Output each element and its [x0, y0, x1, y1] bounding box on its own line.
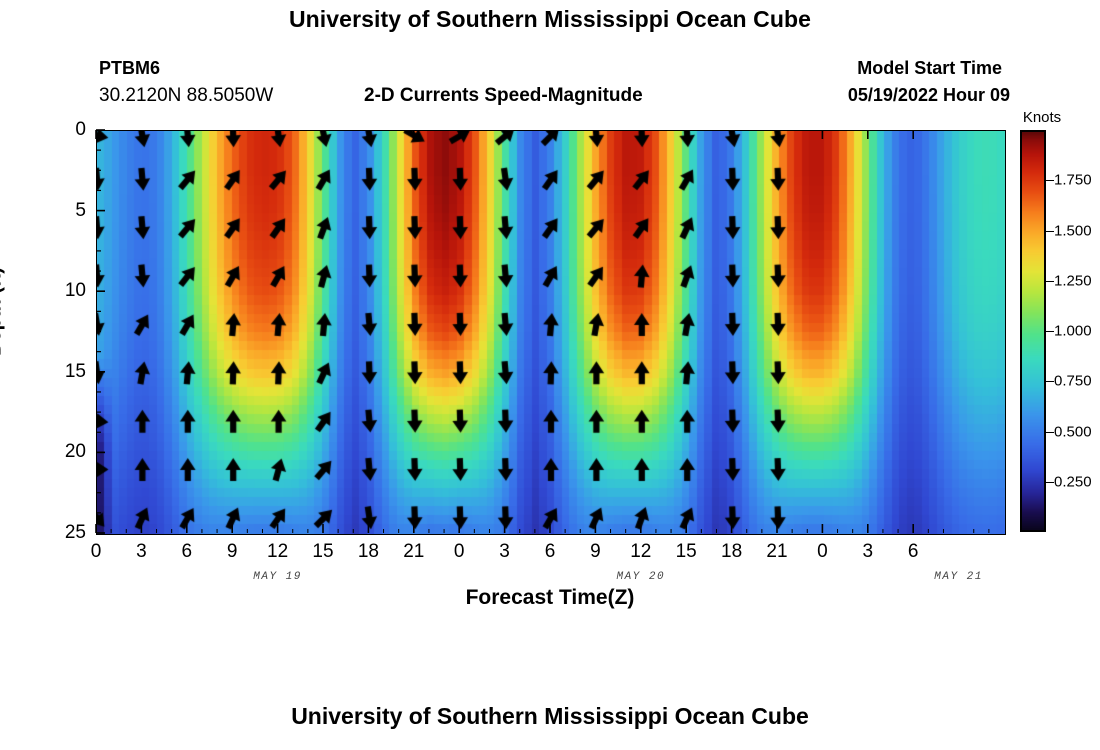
colorbar-tick-mark: [1046, 431, 1054, 433]
station-coordinates: 30.2120N 88.5050W: [99, 85, 274, 106]
x-axis-tick-label: 6: [544, 541, 556, 562]
date-label: MAY 20: [616, 571, 666, 583]
y-axis-tick-label: 25: [64, 522, 86, 543]
colorbar: [1020, 130, 1046, 532]
x-axis-tick-label: 18: [357, 541, 379, 562]
x-axis-tick-label: 15: [675, 541, 697, 562]
y-axis-tick-label: 0: [75, 119, 86, 140]
colorbar-tick-mark: [1046, 381, 1054, 383]
plot-subtitle: 2-D Currents Speed-Magnitude: [364, 85, 643, 106]
y-axis-tick-label: 5: [75, 199, 86, 221]
model-start-time-label: Model Start Time: [857, 58, 1002, 78]
x-axis-tick-label: 21: [766, 541, 788, 562]
date-label: MAY 19: [253, 571, 302, 583]
x-axis-tick-label: 0: [817, 541, 828, 562]
x-axis-tick-label: 9: [226, 541, 238, 562]
colorbar-tick-label: 1.250: [1054, 272, 1092, 290]
x-axis-label: Forecast Time(Z): [465, 586, 635, 609]
colorbar-tick-mark: [1046, 230, 1054, 232]
x-axis-tick-label: 9: [590, 541, 601, 562]
page-title: University of Southern Mississippi Ocean…: [288, 6, 812, 32]
colorbar-tick-label: 0.500: [1054, 423, 1092, 440]
x-axis-tick-label: 21: [403, 541, 425, 562]
footer-title: University of Southern Mississippi Ocean…: [291, 703, 809, 729]
colorbar-tick-label: 1.750: [1054, 171, 1092, 189]
x-axis-tick-label: 3: [499, 541, 510, 562]
x-axis-tick-label: 3: [136, 541, 147, 562]
current-direction-arrows: [97, 131, 1005, 534]
x-axis-tick-label: 12: [630, 541, 652, 562]
colorbar-tick-mark: [1046, 180, 1054, 182]
x-axis-tick-label: 3: [862, 541, 874, 562]
date-label: MAY 21: [934, 571, 983, 583]
model-start-time-value: 05/19/2022 Hour 09: [847, 85, 1010, 105]
colorbar-gradient: [1020, 130, 1046, 532]
x-axis-tick-label: 15: [312, 541, 334, 562]
y-axis-tick-label: 15: [64, 360, 86, 382]
colorbar-tick-label: 1.000: [1054, 322, 1092, 340]
colorbar-tick-mark: [1046, 280, 1054, 282]
heatmap-plot-area: [96, 130, 1006, 535]
colorbar-tick-label: 0.750: [1054, 372, 1092, 390]
x-axis-tick-label: 6: [907, 541, 919, 562]
y-axis-tick-label: 10: [64, 280, 86, 302]
colorbar-tick-label: 1.500: [1054, 222, 1092, 239]
y-axis-label: Depth (ft): [0, 267, 6, 356]
colorbar-tick-mark: [1046, 331, 1054, 332]
x-axis-tick-label: 6: [181, 541, 193, 562]
x-axis-tick-label: 0: [453, 541, 465, 562]
x-axis-tick-label: 12: [267, 541, 289, 562]
x-axis-tick-label: 0: [90, 541, 102, 562]
colorbar-title: Knots: [1022, 109, 1062, 126]
x-axis-tick-label: 18: [721, 541, 743, 562]
colorbar-tick-mark: [1046, 481, 1054, 483]
colorbar-tick-label: 0.250: [1054, 473, 1092, 491]
y-axis-tick-label: 20: [64, 441, 86, 463]
station-id: PTBM6: [99, 58, 161, 78]
